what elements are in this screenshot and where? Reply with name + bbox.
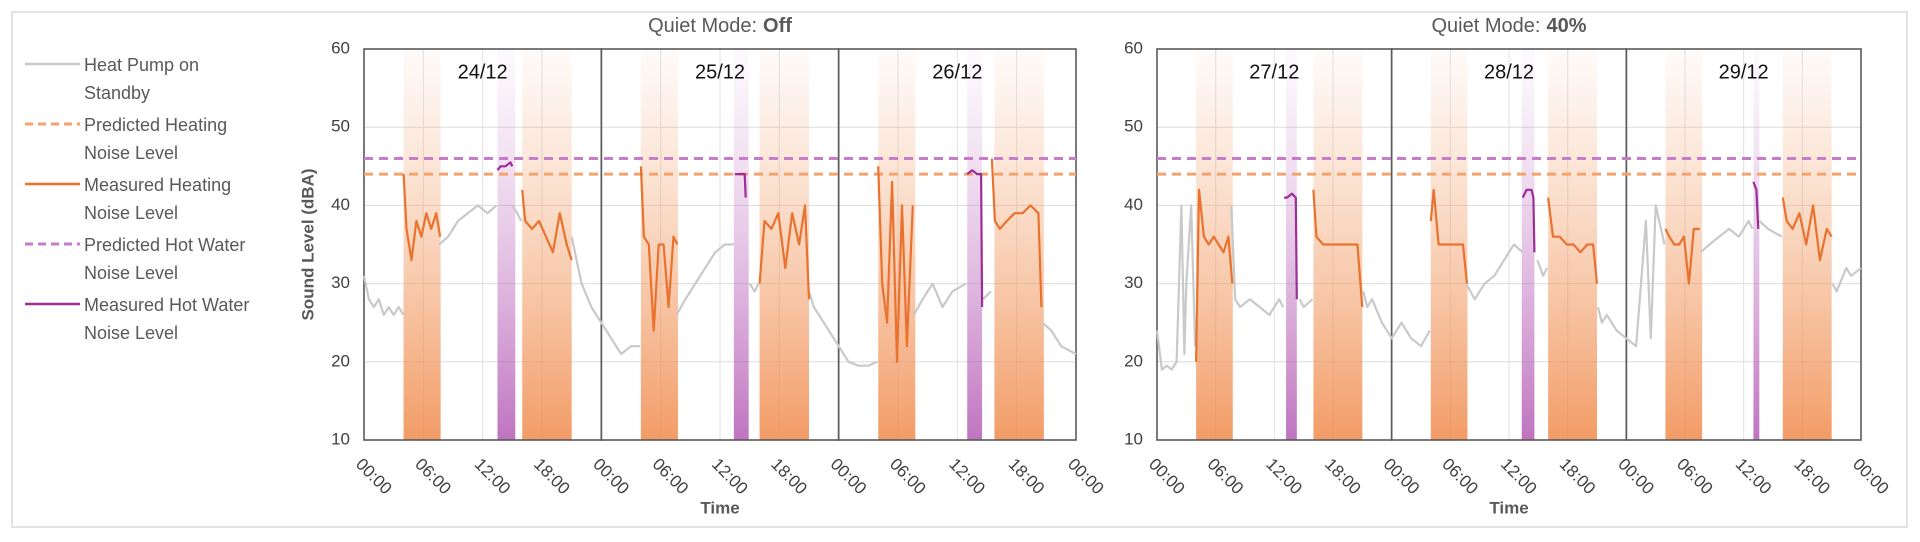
x-tick-label: 06:00 <box>649 455 693 499</box>
legend-label: Heat Pump on Standby <box>84 55 200 103</box>
legend-entry: Measured Hot Water Noise Level <box>84 295 250 343</box>
chart-title: Quiet Mode: 40% <box>1432 15 1587 37</box>
hot-water-period <box>733 49 749 440</box>
heating-period <box>878 49 916 440</box>
y-tick-label: 10 <box>331 429 350 448</box>
x-tick-label: 00:00 <box>827 455 871 499</box>
x-tick-label: 00:00 <box>589 455 633 499</box>
day-label: 27/12 <box>1249 61 1299 83</box>
heating-period <box>759 49 809 440</box>
y-tick-label: 60 <box>1124 38 1143 57</box>
x-tick-label: 00:00 <box>1380 455 1424 499</box>
day-label: 26/12 <box>932 61 982 83</box>
y-tick-label: 20 <box>331 351 350 370</box>
x-tick-label: 00:00 <box>1614 455 1658 499</box>
x-tick-label: 18:00 <box>1005 455 1049 499</box>
day-frame <box>837 48 1077 441</box>
measured-line <box>1155 204 1862 371</box>
chart-title: Quiet Mode: Off <box>648 15 792 37</box>
day-label: 29/12 <box>1719 61 1769 83</box>
y-tick-label: 30 <box>1124 273 1143 292</box>
y-axis-label: Sound Level (dBA) <box>298 168 317 320</box>
x-tick-label: 06:00 <box>1204 455 1248 499</box>
x-tick-label: 18:00 <box>530 455 574 499</box>
measured-line <box>496 161 984 308</box>
x-tick-label: 12:00 <box>945 455 989 499</box>
x-tick-label: 12:00 <box>1262 455 1306 499</box>
x-tick-label: 12:00 <box>1732 455 1776 499</box>
hot-water-period <box>1753 49 1760 440</box>
measured-line <box>362 204 1077 367</box>
measured-line <box>1195 188 1833 362</box>
x-axis-label: Time <box>1489 498 1528 517</box>
x-tick-label: 18:00 <box>1556 455 1600 499</box>
legend-label: Predicted Hot Water Noise Level <box>84 235 246 283</box>
measured-line <box>1284 181 1760 300</box>
hot-water-period <box>967 49 983 440</box>
title-text: Quiet Mode: <box>648 15 757 37</box>
y-tick-label: 50 <box>1124 117 1143 136</box>
x-tick-label: 00:00 <box>1849 455 1893 499</box>
heating-period <box>994 49 1044 440</box>
heating-period <box>1196 49 1233 440</box>
legend-entry: Heat Pump on Standby <box>84 55 200 103</box>
x-tick-label: 06:00 <box>411 455 455 499</box>
x-tick-label: 12:00 <box>471 455 515 499</box>
outer-frame <box>11 11 1908 528</box>
day-frame <box>1625 48 1862 441</box>
y-tick-label: 40 <box>331 195 350 214</box>
day-label: 25/12 <box>695 61 745 83</box>
x-tick-label: 12:00 <box>708 455 752 499</box>
legend-label: Predicted Heating Noise Level <box>84 115 228 163</box>
x-tick-label: 06:00 <box>886 455 930 499</box>
legend-entry: Predicted Hot Water Noise Level <box>84 235 246 283</box>
x-tick-label: 18:00 <box>1790 455 1834 499</box>
measured-line <box>402 158 1043 363</box>
x-tick-label: 00:00 <box>1145 455 1189 499</box>
title-text: Quiet Mode: <box>1432 15 1541 37</box>
x-tick-label: 18:00 <box>1321 455 1365 499</box>
y-tick-label: 50 <box>331 117 350 136</box>
y-tick-label: 10 <box>1124 429 1143 448</box>
x-tick-label: 12:00 <box>1497 455 1541 499</box>
x-axis-label: Time <box>700 498 739 517</box>
x-tick-label: 18:00 <box>767 455 811 499</box>
title-emphasis: Off <box>763 15 792 37</box>
y-tick-label: 30 <box>331 273 350 292</box>
x-tick-label: 00:00 <box>352 455 396 499</box>
x-tick-label: 06:00 <box>1673 455 1717 499</box>
legend-label: Measured Hot Water Noise Level <box>84 295 250 343</box>
hot-water-period <box>1286 49 1297 440</box>
legend-label: Measured Heating Noise Level <box>84 175 232 223</box>
hot-water-period <box>497 49 516 440</box>
legend-entry: Measured Heating Noise Level <box>84 175 232 223</box>
day-label: 24/12 <box>458 61 508 83</box>
day-label: 28/12 <box>1484 61 1534 83</box>
title-emphasis: 40% <box>1546 15 1586 37</box>
x-tick-label: 06:00 <box>1438 455 1482 499</box>
x-tick-label: 00:00 <box>1064 455 1108 499</box>
y-tick-label: 20 <box>1124 351 1143 370</box>
y-tick-label: 40 <box>1124 195 1143 214</box>
heating-period <box>522 49 572 440</box>
hot-water-period <box>1521 49 1535 440</box>
legend-entry: Predicted Heating Noise Level <box>84 115 228 163</box>
y-tick-label: 60 <box>331 38 350 57</box>
